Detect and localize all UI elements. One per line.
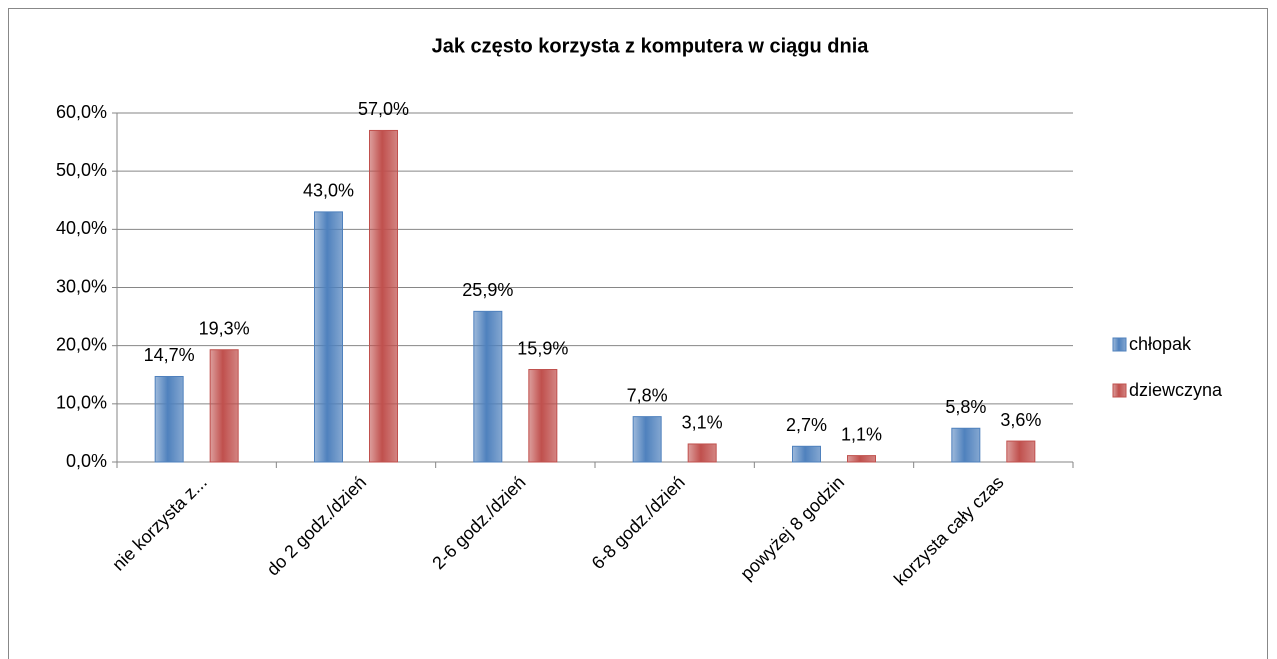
bar <box>1006 440 1036 463</box>
bar <box>473 310 503 463</box>
bar <box>632 416 662 463</box>
value-label: 1,1% <box>841 424 882 444</box>
y-tick-label: 20,0% <box>56 334 107 354</box>
value-label: 2,7% <box>786 415 827 435</box>
value-label: 57,0% <box>358 99 409 119</box>
legend-label: dziewczyna <box>1129 380 1223 400</box>
legend-label: chłopak <box>1129 334 1192 354</box>
value-label: 43,0% <box>303 181 354 201</box>
value-label: 19,3% <box>199 318 250 338</box>
value-label: 3,6% <box>1000 410 1041 430</box>
legend-swatch <box>1112 383 1127 398</box>
bar <box>314 211 343 463</box>
bar <box>951 427 981 463</box>
y-tick-label: 50,0% <box>56 160 107 180</box>
chart-border <box>8 8 1268 659</box>
bar <box>792 445 821 463</box>
bar <box>154 375 184 463</box>
y-tick-label: 60,0% <box>56 102 107 122</box>
value-label: 25,9% <box>462 280 513 300</box>
bar <box>209 349 239 463</box>
value-label: 14,7% <box>144 345 195 365</box>
chart-title: Jak często korzysta z komputera w ciągu … <box>432 35 870 57</box>
y-tick-label: 40,0% <box>56 218 107 238</box>
bar <box>369 129 398 463</box>
y-tick-label: 0,0% <box>66 451 107 471</box>
y-tick-label: 30,0% <box>56 276 107 296</box>
legend-swatch <box>1112 337 1127 352</box>
bar <box>528 369 558 463</box>
value-label: 7,8% <box>627 385 668 405</box>
value-label: 15,9% <box>517 338 568 358</box>
bar <box>847 455 876 463</box>
bar <box>687 443 717 463</box>
value-label: 5,8% <box>945 397 986 417</box>
y-tick-label: 10,0% <box>56 393 107 413</box>
value-label: 3,1% <box>682 413 723 433</box>
